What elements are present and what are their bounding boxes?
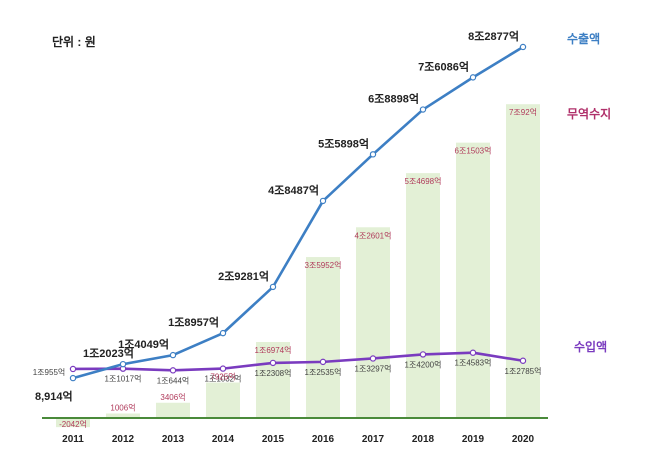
balance-bar: [106, 413, 140, 418]
balance-data-label: 7925억: [210, 372, 235, 382]
import-point: [469, 349, 477, 356]
balance-bar: [56, 418, 90, 428]
import-data-label: 1조644억: [157, 375, 190, 385]
export-point: [469, 74, 477, 81]
balance-bar: [156, 402, 190, 418]
balance-data-label: 5조4698억: [405, 176, 442, 186]
export-data-label: 5조5898억: [318, 137, 369, 150]
x-tick-label: 2011: [62, 434, 84, 445]
export-point: [519, 43, 527, 51]
balance-bar: [256, 342, 290, 418]
import-data-label: 1조1032억: [205, 374, 242, 384]
x-tick-label: 2019: [462, 434, 485, 445]
import-point: [169, 367, 177, 374]
x-tick-label: 2018: [412, 434, 435, 445]
import-data-label: 1조2785억: [505, 366, 542, 376]
x-tick-label: 2014: [212, 434, 235, 445]
export-line: [72, 45, 524, 380]
balance-data-label: 1조6974억: [255, 345, 292, 355]
import-point: [369, 355, 377, 362]
import-point: [69, 365, 77, 373]
trend-lines: [69, 43, 527, 382]
export-point: [169, 351, 177, 359]
balance-bar: [206, 382, 240, 418]
export-point: [69, 374, 77, 382]
export-data-label: 1조4049억: [118, 338, 169, 351]
balance-data-label: 4조2601억: [355, 230, 392, 240]
import-point: [419, 351, 427, 358]
x-tick-label: 2017: [362, 434, 385, 445]
balance-data-label: 3조5952억: [305, 260, 342, 270]
balance-bar: [356, 227, 390, 418]
balance-bar: [406, 173, 440, 418]
unit-label: 단위 : 원: [52, 34, 96, 49]
export-point: [419, 106, 427, 113]
import-data-label: 1조4200억: [405, 359, 442, 369]
legend: 수출액 무역수지 수입액: [567, 31, 611, 354]
import-point: [269, 359, 277, 367]
balance-bars: [56, 104, 540, 428]
export-data-label: 1조8957억: [168, 316, 219, 329]
export-point: [269, 283, 277, 291]
import-data-label: 1조955억: [33, 367, 66, 377]
balance-bar: [306, 257, 340, 418]
export-point: [219, 329, 227, 337]
balance-data-label: 1006억: [110, 402, 135, 412]
balance-bar: [456, 142, 490, 418]
export-data-label: 7조6086억: [418, 60, 469, 73]
import-point: [219, 365, 227, 372]
import-data-label: 1조4583억: [455, 358, 492, 368]
import-point: [519, 357, 527, 364]
balance-data-label: 3406억: [160, 392, 185, 402]
legend-export: 수출액: [567, 31, 600, 46]
x-tick-label: 2012: [112, 434, 135, 445]
x-tick-label: 2015: [262, 434, 285, 445]
export-point: [319, 197, 327, 205]
export-data-label: 1조2023억: [83, 347, 134, 360]
export-data-label: 8조2877억: [468, 30, 519, 43]
export-point: [119, 360, 127, 368]
balance-data-label: 6조1503억: [455, 146, 492, 156]
import-line: [72, 351, 524, 372]
import-data-label: 1조1017억: [105, 374, 142, 384]
balance-data-label: 7조92억: [509, 107, 537, 117]
x-tick-label: 2020: [512, 434, 535, 445]
export-data-label: 2조9281억: [218, 270, 269, 283]
import-data-label: 1조3297억: [355, 363, 392, 373]
x-axis: 2011 2012 2013 2014 2015 2016 2017 2018 2019 2020: [42, 417, 548, 445]
x-tick-label: 2016: [312, 434, 335, 445]
balance-data-label: -2042억: [59, 419, 87, 429]
import-data-label: 1조2308억: [255, 368, 292, 378]
legend-balance: 무역수지: [567, 106, 611, 121]
export-data-label: 8,914억: [35, 390, 73, 403]
export-data-label: 6조8898억: [368, 93, 419, 106]
export-data-label: 4조8487억: [268, 184, 319, 197]
x-tick-label: 2013: [162, 434, 185, 445]
balance-bar: [506, 104, 540, 418]
export-point: [369, 151, 377, 158]
legend-import: 수입액: [574, 340, 607, 354]
import-point: [319, 358, 327, 366]
import-data-label: 1조2535억: [305, 367, 342, 377]
